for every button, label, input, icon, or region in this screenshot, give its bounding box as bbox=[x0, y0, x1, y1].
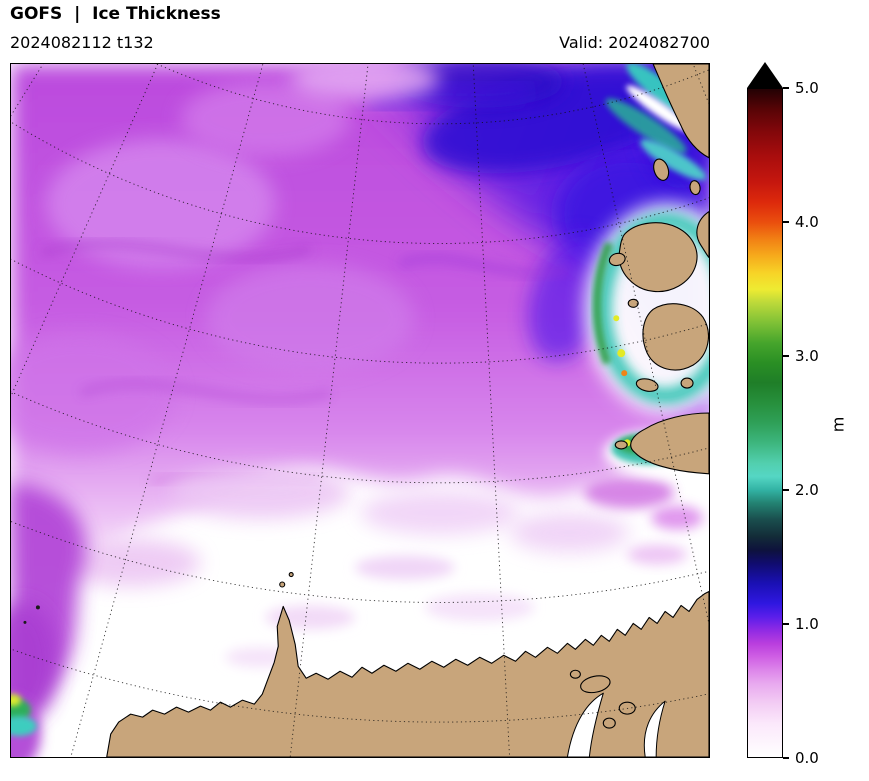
colorbar-tick-4: 4.0 bbox=[783, 213, 819, 231]
mainland-south bbox=[106, 590, 709, 757]
colorbar-tick-5: 5.0 bbox=[783, 79, 819, 97]
estuary bbox=[643, 700, 666, 757]
tick-label: 5.0 bbox=[795, 79, 819, 97]
cape-east bbox=[630, 412, 709, 475]
archipelago-island-south bbox=[642, 303, 709, 371]
map-frame bbox=[10, 63, 710, 758]
colorbar-tick-3: 3.0 bbox=[783, 347, 819, 365]
colorbar-tick-0: 0.0 bbox=[783, 749, 819, 767]
tick-label: 3.0 bbox=[795, 347, 819, 365]
tick-label: 1.0 bbox=[795, 615, 819, 633]
map-svg bbox=[11, 64, 709, 757]
colorbar-gradient bbox=[747, 88, 783, 758]
colorbar-unit-label: m bbox=[828, 416, 848, 433]
valid-label: Valid: 2024082700 bbox=[559, 33, 710, 52]
archipelago-island-north bbox=[618, 222, 698, 293]
colorbar-extend-triangle bbox=[747, 62, 783, 88]
tick-mark bbox=[783, 623, 789, 625]
tick-mark bbox=[783, 757, 789, 759]
tick-mark bbox=[783, 221, 789, 223]
colorbar-tick-2: 2.0 bbox=[783, 481, 819, 499]
graticule-layer bbox=[11, 64, 709, 757]
tick-label: 0.0 bbox=[795, 749, 819, 767]
colorbar-tick-1: 1.0 bbox=[783, 615, 819, 633]
colorbar-ticks: 5.0 4.0 3.0 2.0 1.0 0.0 bbox=[783, 79, 853, 767]
run-label: 2024082112 t132 bbox=[10, 33, 154, 52]
land-layer bbox=[23, 64, 709, 757]
land-northeast-corner bbox=[652, 64, 709, 159]
tick-mark bbox=[783, 87, 789, 89]
subheader: 2024082112 t132 Valid: 2024082700 bbox=[10, 33, 710, 52]
tick-mark bbox=[783, 489, 789, 491]
tick-label: 2.0 bbox=[795, 481, 819, 499]
tick-label: 4.0 bbox=[795, 213, 819, 231]
figure-title: GOFS | Ice Thickness bbox=[10, 4, 221, 24]
tick-mark bbox=[783, 355, 789, 357]
estuary bbox=[566, 692, 604, 757]
